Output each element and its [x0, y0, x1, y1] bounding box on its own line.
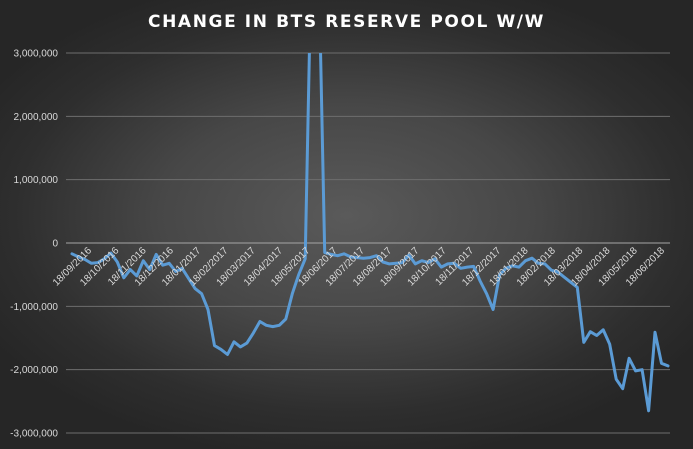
y-tick-label: -2,000,000: [10, 365, 58, 376]
series-line: [70, 53, 670, 413]
y-tick-label: -3,000,000: [10, 429, 58, 440]
x-axis-tick-labels: 18/09/201618/10/201618/11/201618/12/2016…: [51, 245, 667, 288]
chart-title: CHANGE IN BTS RESERVE POOL W/W: [148, 12, 545, 32]
y-tick-label: 0: [52, 239, 58, 250]
y-tick-label: 1,000,000: [14, 175, 59, 186]
gridlines: [66, 52, 670, 434]
y-tick-label: 3,000,000: [14, 49, 59, 60]
y-tick-label: -1,000,000: [10, 302, 58, 313]
y-axis-tick-labels: 3,000,000 2,000,000 1,000,000 0 -1,000,000 -2…: [10, 49, 58, 440]
series-layer: [70, 53, 670, 413]
y-tick-label: 2,000,000: [14, 112, 59, 123]
